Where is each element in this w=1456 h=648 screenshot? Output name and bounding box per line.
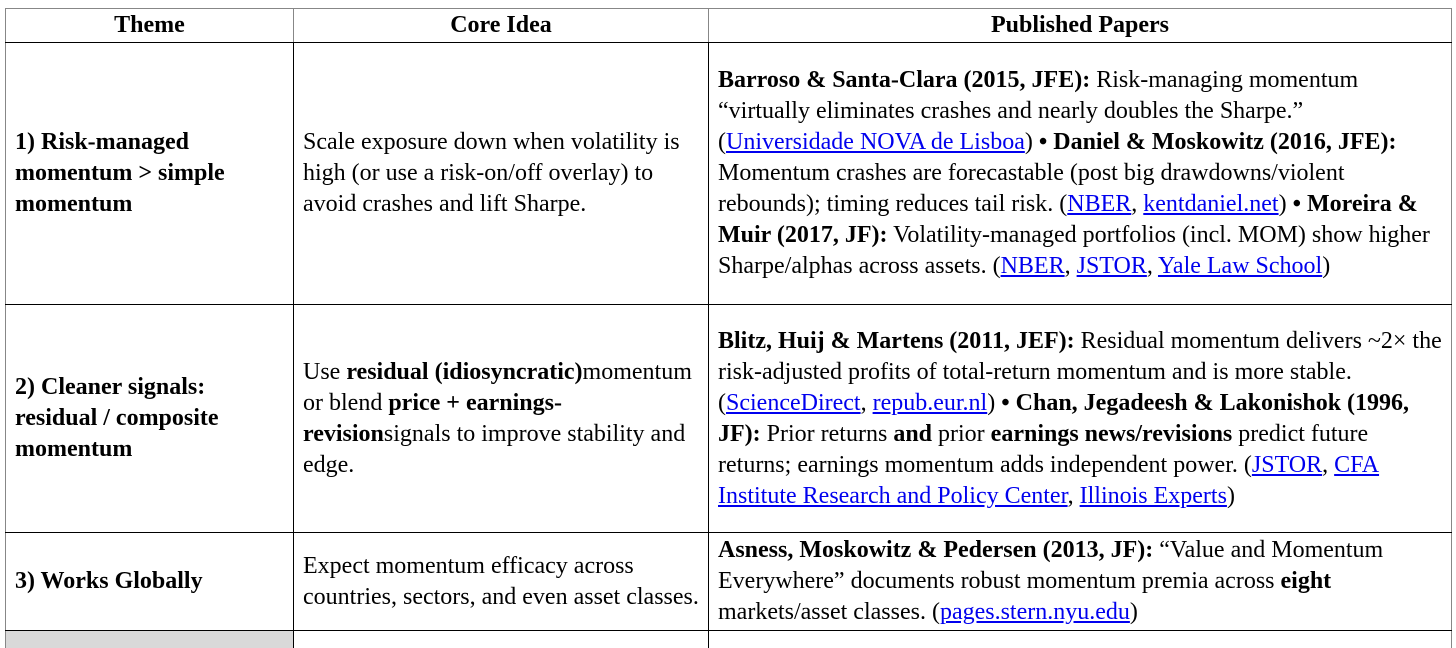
bold-text: Asness, Moskowitz & Pedersen (2013, JF): bbox=[718, 537, 1154, 563]
bold-text: and bbox=[893, 420, 933, 447]
theme-cell: 2) Cleaner signals: residual / composite… bbox=[5, 304, 294, 533]
theme-cell-shaded bbox=[5, 630, 294, 648]
published-papers-cell bbox=[708, 630, 1452, 648]
paper-link[interactable]: JSTOR bbox=[1076, 253, 1147, 279]
core-idea-cell: Use residual (idiosyncratic)momentum or … bbox=[293, 304, 709, 533]
theme-cell: 3) Works Globally bbox=[5, 532, 294, 631]
paper-link[interactable]: JSTOR bbox=[1251, 451, 1323, 478]
bold-text: • Moreira & Muir (2017, JF): bbox=[718, 191, 1418, 248]
bold-text: Blitz, Huij & Martens (2011, JEF): bbox=[718, 327, 1075, 354]
table-row-partial bbox=[5, 630, 1452, 648]
table-row-cleaner-signals: 2) Cleaner signals: residual / composite… bbox=[5, 304, 1452, 533]
header-row: Theme Core Idea Published Papers bbox=[5, 8, 1452, 43]
bold-text: 3) Works Globally bbox=[15, 568, 203, 594]
bold-text: eight bbox=[1280, 568, 1332, 594]
table-row-works-globally: 3) Works Globally Expect momentum effica… bbox=[5, 532, 1452, 631]
core-idea-cell bbox=[293, 630, 709, 648]
paper-link[interactable]: repub.eur.nl bbox=[872, 389, 988, 416]
column-header-published-papers: Published Papers bbox=[708, 8, 1452, 43]
theme-cell: 1) Risk-managed momentum > simple moment… bbox=[5, 42, 294, 305]
bold-text: residual (idiosyncratic) bbox=[346, 358, 583, 385]
published-papers-cell: Barroso & Santa-Clara (2015, JFE): Risk-… bbox=[708, 42, 1452, 305]
paper-link[interactable]: NBER bbox=[1067, 191, 1132, 217]
bold-text: 1) Risk-managed momentum > simple moment… bbox=[15, 129, 225, 217]
bold-text: earnings news/revisions bbox=[990, 420, 1233, 447]
paper-link[interactable]: pages.stern.nyu.edu bbox=[939, 599, 1130, 625]
column-header-theme: Theme bbox=[5, 8, 294, 43]
paper-link[interactable]: kentdaniel.net bbox=[1143, 191, 1279, 217]
paper-link[interactable]: Universidade NOVA de Lisboa bbox=[726, 129, 1025, 155]
bold-text: 2) Cleaner signals: residual / composite… bbox=[15, 374, 219, 462]
published-papers-cell: Blitz, Huij & Martens (2011, JEF): Resid… bbox=[708, 304, 1452, 533]
paper-link[interactable]: Yale Law School bbox=[1157, 253, 1323, 279]
paper-link[interactable]: Illinois Experts bbox=[1079, 482, 1227, 509]
published-papers-cell: Asness, Moskowitz & Pedersen (2013, JF):… bbox=[708, 532, 1452, 631]
paper-link[interactable]: NBER bbox=[1000, 253, 1065, 279]
paper-link[interactable]: CFA Institute Research and Policy Center bbox=[718, 451, 1380, 509]
core-idea-cell: Scale exposure down when volatility is h… bbox=[293, 42, 709, 305]
bold-text: price + earnings-revision bbox=[303, 389, 562, 447]
core-idea-cell: Expect momentum efficacy across countrie… bbox=[293, 532, 709, 631]
bold-text: • Chan, Jegadeesh & Lakonishok (1996, JF… bbox=[718, 389, 1410, 447]
bold-text: Barroso & Santa-Clara (2015, JFE): bbox=[718, 67, 1091, 93]
table-row-risk-managed: 1) Risk-managed momentum > simple moment… bbox=[5, 42, 1452, 305]
bold-text: • Daniel & Moskowitz (2016, JFE): bbox=[1038, 129, 1397, 155]
column-header-core-idea: Core Idea bbox=[293, 8, 709, 43]
momentum-research-table: Theme Core Idea Published Papers 1) Risk… bbox=[5, 8, 1452, 648]
paper-link[interactable]: ScienceDirect bbox=[726, 389, 861, 416]
